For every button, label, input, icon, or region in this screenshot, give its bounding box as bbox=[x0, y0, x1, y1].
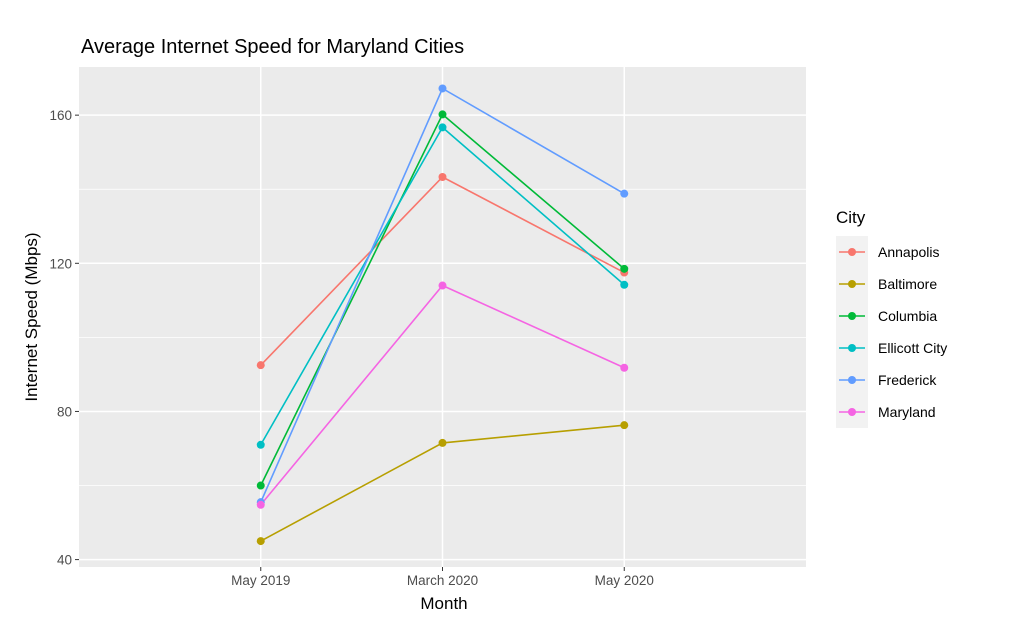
data-point-maryland bbox=[620, 363, 629, 372]
y-tick-label: 160 bbox=[49, 108, 72, 123]
major-gridlines bbox=[79, 67, 806, 567]
legend-key-point bbox=[848, 280, 856, 288]
x-tick-label: March 2020 bbox=[407, 573, 478, 588]
x-axis-title: Month bbox=[420, 594, 467, 613]
legend-label: Maryland bbox=[878, 404, 936, 420]
legend-label: Baltimore bbox=[878, 276, 937, 292]
legend-item-columbia: Columbia bbox=[836, 300, 937, 332]
legend: City Annapolis Baltimore Columbia Ellicott … bbox=[836, 208, 947, 428]
x-tick-label: May 2020 bbox=[595, 573, 654, 588]
legend-label: Columbia bbox=[878, 308, 937, 324]
legend-title: City bbox=[836, 208, 866, 227]
legend-item-ellicott-city: Ellicott City bbox=[836, 332, 947, 364]
data-point-annapolis bbox=[256, 361, 265, 370]
data-point-columbia bbox=[438, 110, 447, 119]
legend-items: Annapolis Baltimore Columbia Ellicott City F… bbox=[836, 236, 947, 428]
data-point-frederick bbox=[438, 84, 447, 93]
legend-key-point bbox=[848, 312, 856, 320]
legend-item-annapolis: Annapolis bbox=[836, 236, 940, 268]
data-point-columbia bbox=[620, 264, 629, 273]
data-point-baltimore bbox=[438, 438, 447, 447]
legend-label: Frederick bbox=[878, 372, 937, 388]
data-point-frederick bbox=[620, 189, 629, 198]
data-point-maryland bbox=[256, 500, 265, 509]
legend-item-maryland: Maryland bbox=[836, 396, 936, 428]
y-tick-label: 40 bbox=[57, 553, 72, 568]
legend-item-baltimore: Baltimore bbox=[836, 268, 937, 300]
legend-key-point bbox=[848, 408, 856, 416]
series-points bbox=[256, 84, 629, 546]
y-axis-title: Internet Speed (Mbps) bbox=[22, 232, 41, 401]
y-tick-label: 120 bbox=[49, 256, 72, 271]
legend-key-point bbox=[848, 248, 856, 256]
data-point-columbia bbox=[256, 481, 265, 490]
y-axis: 40 80 120 160 bbox=[49, 108, 79, 568]
data-point-baltimore bbox=[620, 421, 629, 430]
data-point-ellicott-city bbox=[256, 440, 265, 449]
data-point-annapolis bbox=[438, 173, 447, 181]
chart-title: Average Internet Speed for Maryland Citi… bbox=[81, 36, 464, 58]
x-axis: May 2019 March 2020 May 2020 bbox=[231, 567, 654, 588]
y-tick-label: 80 bbox=[57, 404, 72, 419]
legend-label: Annapolis bbox=[878, 244, 940, 260]
data-point-maryland bbox=[438, 281, 447, 290]
legend-item-frederick: Frederick bbox=[836, 364, 937, 396]
data-point-ellicott-city bbox=[620, 280, 629, 289]
x-tick-label: May 2019 bbox=[231, 573, 290, 588]
legend-key-point bbox=[848, 344, 856, 352]
legend-key-point bbox=[848, 376, 856, 384]
data-point-ellicott-city bbox=[438, 123, 447, 132]
data-point-baltimore bbox=[256, 537, 265, 546]
legend-label: Ellicott City bbox=[878, 340, 947, 356]
